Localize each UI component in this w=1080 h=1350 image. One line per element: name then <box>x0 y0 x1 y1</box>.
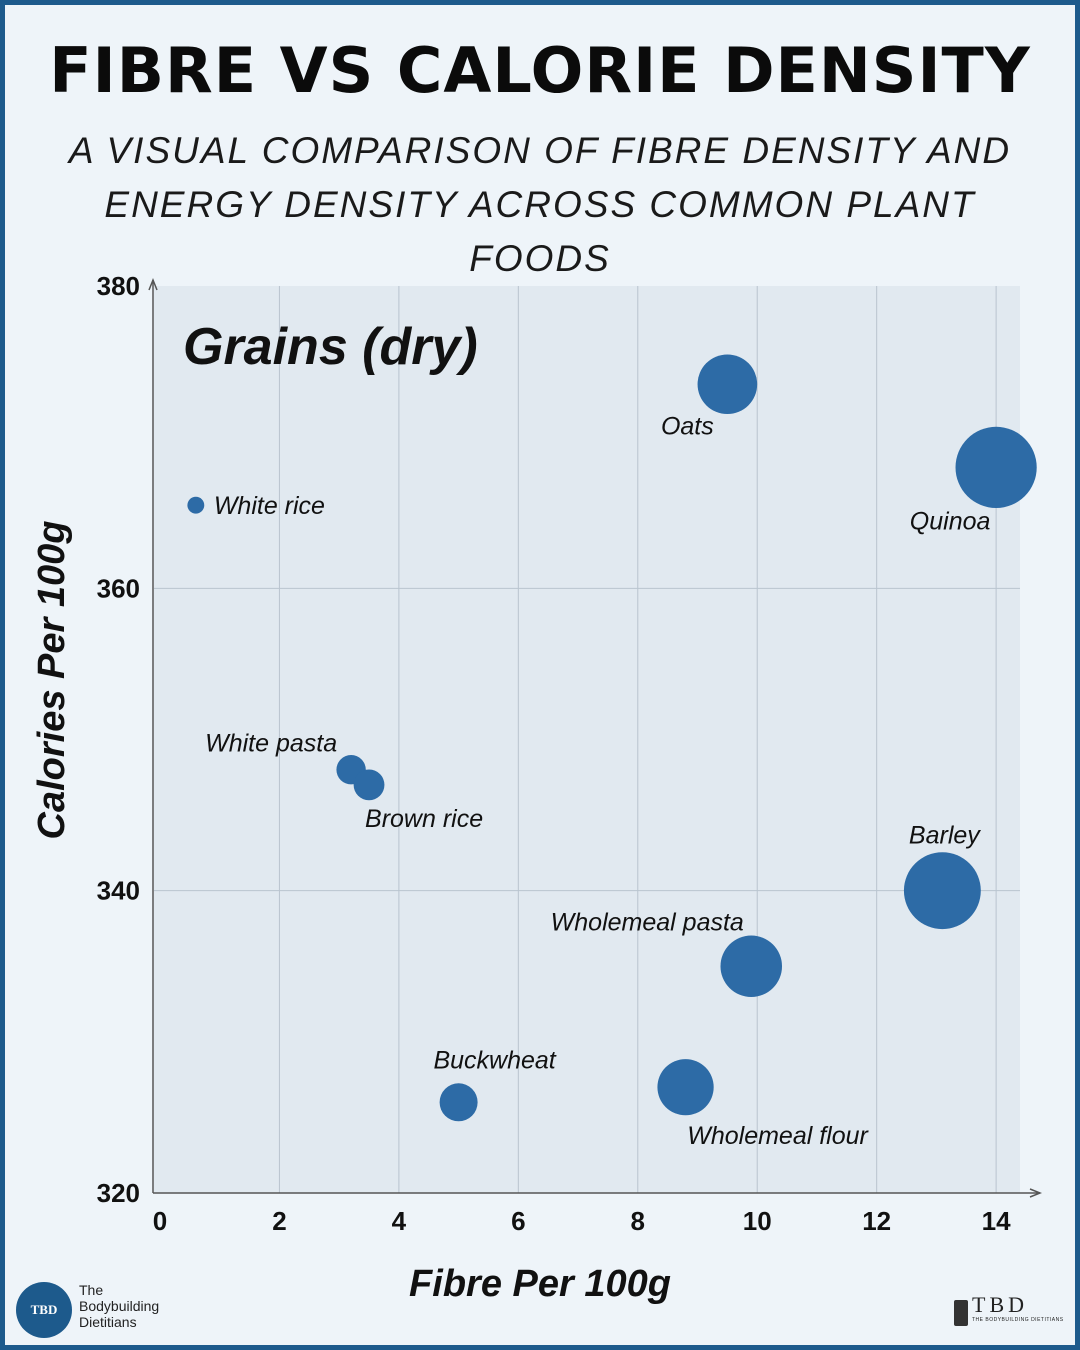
y-tick-label: 320 <box>97 1178 140 1208</box>
data-point-label: Wholemeal pasta <box>551 908 744 936</box>
data-point-label: Wholemeal flour <box>687 1122 869 1150</box>
x-tick-label: 10 <box>743 1206 772 1236</box>
brand-logo-right: TBD THE BODYBUILDING DIETITIANS <box>950 1292 1068 1336</box>
y-tick-label: 340 <box>97 876 140 906</box>
brand-name: The Bodybuilding Dietitians <box>79 1282 159 1330</box>
chart-title: Grains (dry) <box>183 318 478 376</box>
page-subtitle: A VISUAL COMPARISON OF FIBRE DENSITY AND… <box>68 130 1012 279</box>
x-axis-arrow <box>1029 1188 1043 1198</box>
data-point <box>657 1059 714 1116</box>
plot-area <box>154 286 1020 1193</box>
x-tick-label: 4 <box>392 1206 407 1236</box>
brand-name-line: The <box>79 1282 104 1298</box>
x-tick-label: 12 <box>862 1206 891 1236</box>
data-point-label: Oats <box>661 412 714 440</box>
data-point-label: White rice <box>214 492 325 520</box>
y-tick-label: 360 <box>97 573 140 603</box>
page-title: FIBRE VS CALORIE DENSITY <box>49 34 1031 107</box>
data-point-label: Barley <box>909 822 981 850</box>
data-point <box>353 769 385 801</box>
data-point <box>903 852 981 930</box>
y-axis-arrow <box>148 277 158 291</box>
x-tick-label: 6 <box>511 1206 525 1236</box>
x-tick-label: 8 <box>631 1206 645 1236</box>
brand-logo-left: TBD The Bodybuilding Dietitians <box>16 1280 216 1338</box>
brand-name-line: Dietitians <box>79 1314 137 1330</box>
data-point <box>697 354 758 415</box>
brand-wordmark: TBD <box>972 1292 1028 1317</box>
x-tick-label: 2 <box>272 1206 286 1236</box>
data-point-label: Buckwheat <box>433 1046 556 1074</box>
y-tick-label: 380 <box>97 271 140 301</box>
brand-name-line: Bodybuilding <box>79 1298 160 1314</box>
x-tick-label: 0 <box>153 1206 167 1236</box>
x-axis-title: Fibre Per 100g <box>409 1263 671 1305</box>
data-point <box>720 935 783 998</box>
dumbbell-icon <box>954 1300 968 1326</box>
data-point <box>187 496 205 514</box>
data-point-label: Quinoa <box>910 507 991 535</box>
data-point-label: White pasta <box>205 730 337 758</box>
data-point-label: Brown rice <box>365 805 483 833</box>
y-axis-title: Calories Per 100g <box>31 521 73 840</box>
data-point <box>439 1083 478 1122</box>
x-tick-label: 14 <box>982 1206 1011 1236</box>
data-point <box>955 426 1037 508</box>
brand-wordmark-sub: THE BODYBUILDING DIETITIANS <box>972 1317 1064 1323</box>
brand-badge-icon: TBD <box>16 1282 72 1338</box>
